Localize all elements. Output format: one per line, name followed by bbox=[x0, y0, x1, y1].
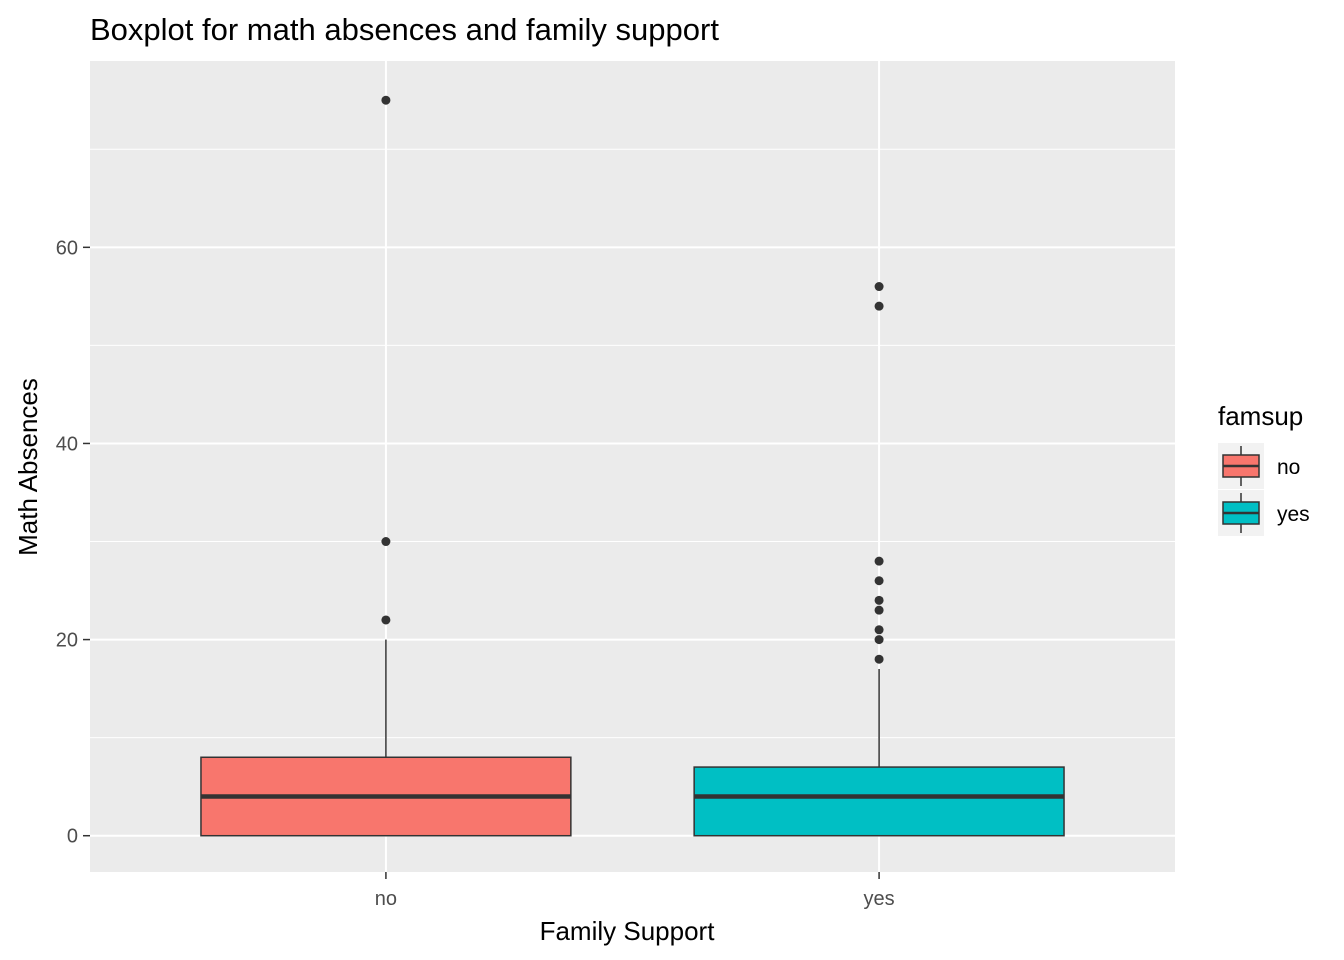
y-tick-label: 20 bbox=[56, 630, 78, 652]
y-axis: 0 20 40 60 bbox=[56, 237, 90, 848]
box-no bbox=[200, 95, 572, 837]
chart-title: Boxplot for math absences and family sup… bbox=[90, 12, 719, 47]
grid-minor bbox=[90, 148, 1175, 739]
x-tick-label: yes bbox=[864, 888, 895, 910]
legend-label: yes bbox=[1277, 503, 1310, 526]
outlier-point bbox=[874, 301, 884, 311]
box-yes bbox=[693, 282, 1065, 837]
outlier-point bbox=[874, 635, 884, 645]
legend: famsup no yes bbox=[1218, 401, 1310, 536]
outlier-point bbox=[381, 95, 391, 105]
y-axis-label: Math Absences bbox=[13, 378, 43, 556]
outlier-point bbox=[874, 556, 884, 566]
outlier-point bbox=[874, 654, 884, 664]
y-tick-label: 0 bbox=[67, 826, 78, 848]
outlier-point bbox=[874, 576, 884, 586]
x-axis-label: Family Support bbox=[540, 916, 716, 946]
outlier-point bbox=[874, 595, 884, 605]
legend-title: famsup bbox=[1218, 401, 1303, 431]
y-tick-label: 60 bbox=[56, 237, 78, 259]
outlier-point bbox=[874, 282, 884, 292]
x-tick-label: no bbox=[375, 888, 397, 910]
boxes bbox=[200, 95, 1065, 837]
outlier-point bbox=[874, 605, 884, 615]
outlier-point bbox=[381, 537, 391, 547]
outlier-point bbox=[381, 615, 391, 625]
legend-label: no bbox=[1277, 456, 1300, 479]
x-axis: no yes bbox=[375, 872, 895, 910]
plot-panel bbox=[90, 61, 1175, 872]
y-tick-label: 40 bbox=[56, 433, 78, 455]
outlier-point bbox=[874, 625, 884, 635]
box-body bbox=[693, 766, 1065, 837]
